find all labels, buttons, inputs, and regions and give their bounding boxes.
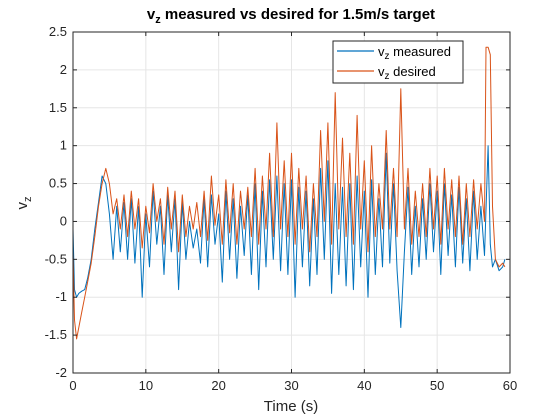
- y-tick-label: 2.5: [49, 24, 67, 39]
- x-tick-label: 40: [357, 378, 371, 393]
- y-tick-label: 2: [60, 62, 67, 77]
- y-tick-label: -1: [55, 289, 67, 304]
- y-tick-label: -2: [55, 365, 67, 380]
- legend-label-desired: vz desired: [378, 64, 436, 82]
- x-tick-label: 0: [69, 378, 76, 393]
- x-tick-label: 50: [430, 378, 444, 393]
- y-tick-label: 0.5: [49, 176, 67, 191]
- series-line-desired: [73, 46, 506, 340]
- x-axis-label: Time (s): [264, 398, 318, 415]
- x-tick-label: 30: [284, 378, 298, 393]
- legend: vz measured vz desired: [332, 40, 464, 84]
- axis-ticks: 0 10 20 30 40 50 60 -2 -1.5 -1 -0.5 0 0.5 1 1.5 2 2.5: [45, 24, 518, 393]
- legend-label-measured: vz measured: [378, 44, 451, 62]
- legend-box: [332, 40, 464, 84]
- y-axis-label: vz: [14, 197, 34, 210]
- series-layer: [73, 46, 506, 340]
- y-tick-label: 1: [60, 138, 67, 153]
- chart-title: vz measured vs desired for 1.5m/s target: [147, 6, 435, 26]
- series-line-measured: [73, 145, 506, 328]
- y-tick-label: 0: [60, 213, 67, 228]
- y-tick-label: -1.5: [45, 327, 67, 342]
- x-tick-label: 10: [139, 378, 153, 393]
- x-tick-label: 20: [211, 378, 225, 393]
- y-tick-label: 1.5: [49, 100, 67, 115]
- y-tick-label: -0.5: [45, 251, 67, 266]
- x-tick-label: 60: [503, 378, 517, 393]
